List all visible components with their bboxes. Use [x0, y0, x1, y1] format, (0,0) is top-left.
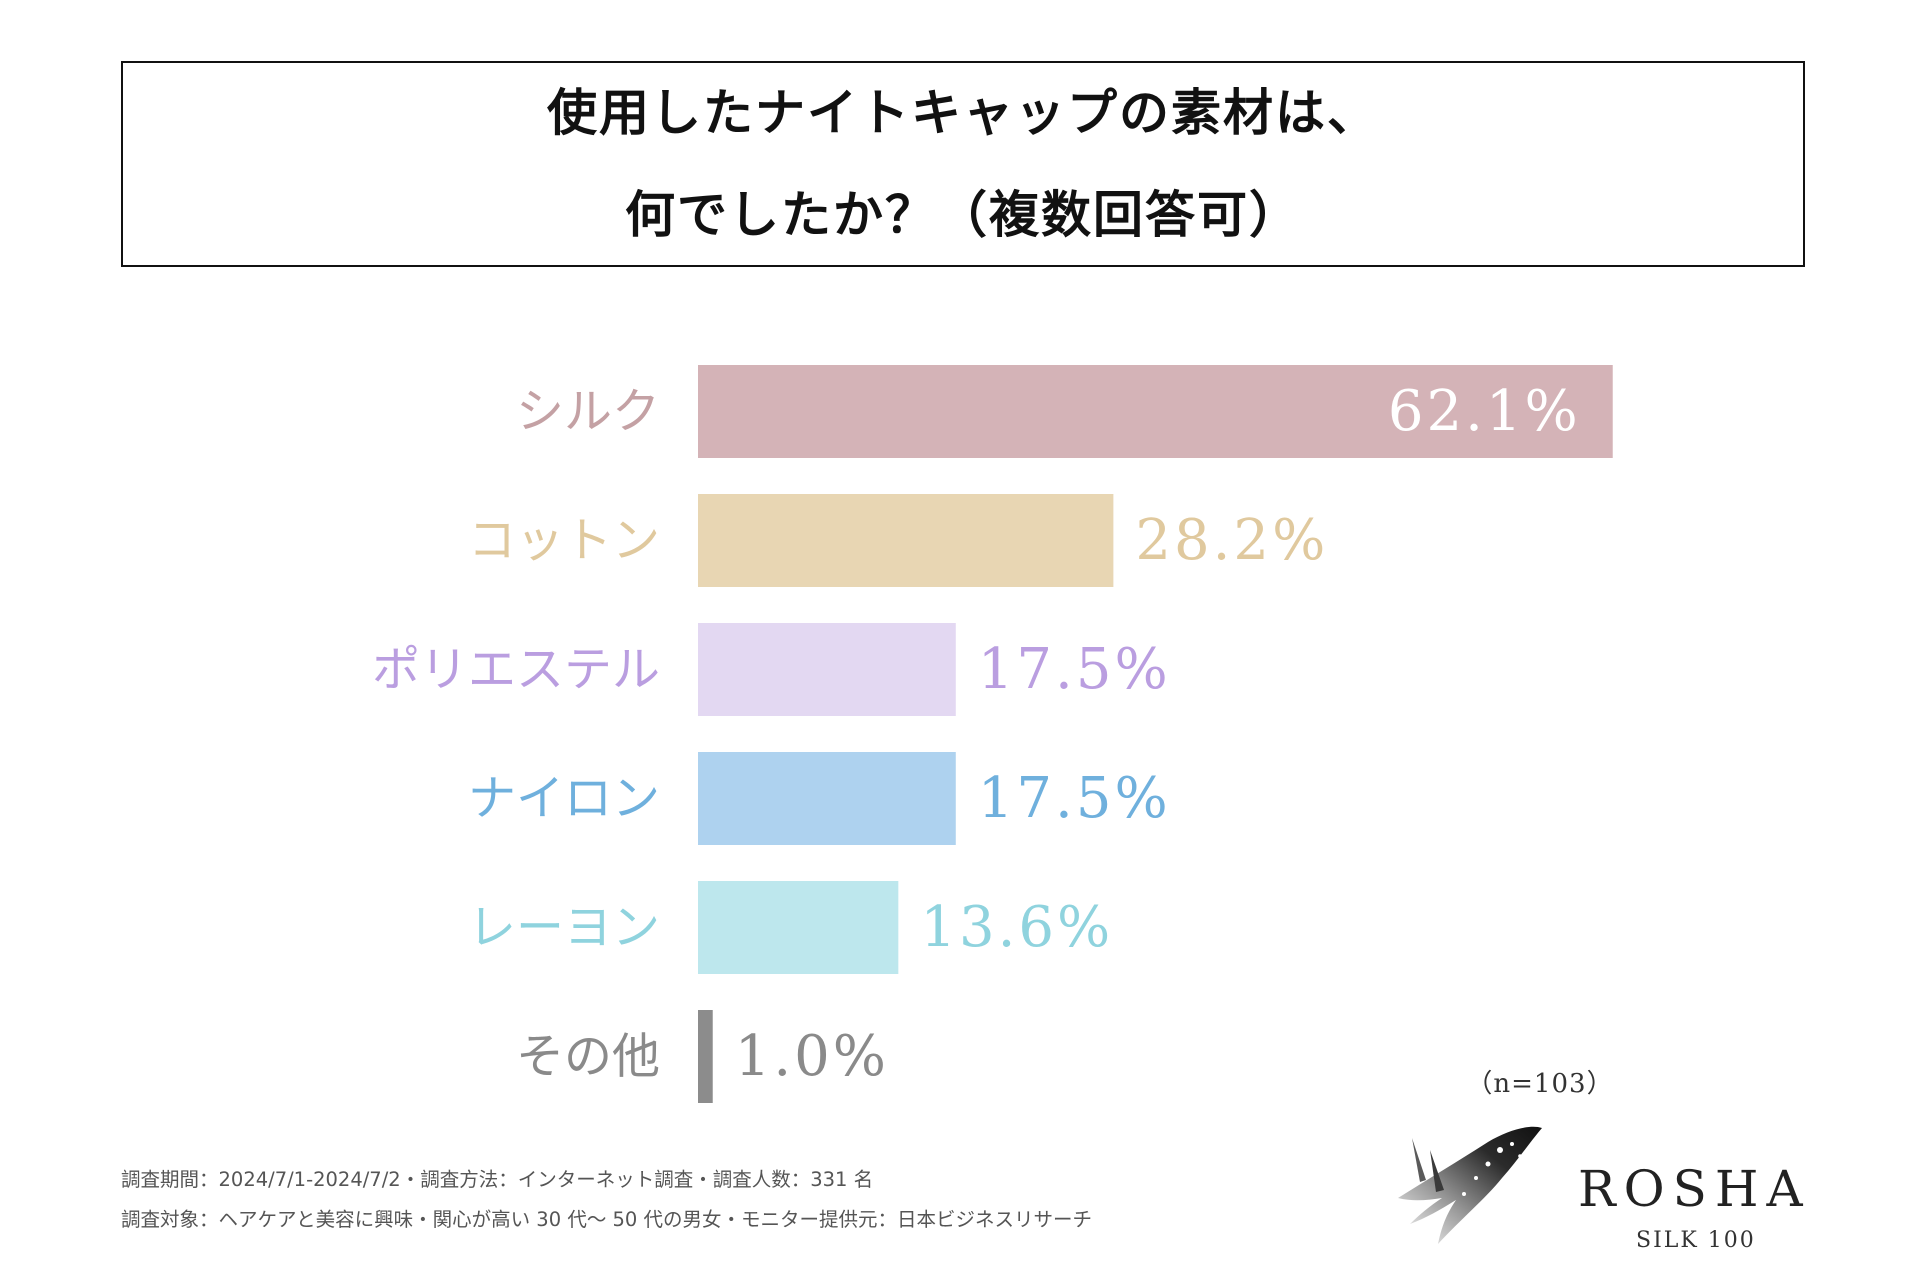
bar-2: [698, 494, 1114, 587]
value-label-5: 13.6%: [920, 895, 1113, 960]
bar-5: [698, 881, 899, 974]
value-label-2: 28.2%: [1135, 508, 1328, 573]
category-label-6: その他: [516, 1029, 660, 1085]
bar-4: [698, 752, 956, 845]
sample-size-label: （n=103）: [1466, 1069, 1614, 1099]
chart-title-line-1: 使用したナイトキャップの素材は、: [547, 84, 1379, 142]
category-label-5: レーヨン: [468, 900, 660, 956]
category-label-2: コットン: [468, 513, 660, 569]
chart-title-line-2: 何でしたか？（複数回答可）: [625, 186, 1301, 244]
title-box: 使用したナイトキャップの素材は、 何でしたか？（複数回答可）: [121, 61, 1805, 267]
logo-subtitle: SILK 100: [1636, 1228, 1756, 1253]
bar-1: [698, 365, 1613, 458]
bar-6: [698, 1010, 713, 1103]
survey-footnotes: 調査期間：2024/7/1-2024/7/2・調査方法：インターネット調査・調査…: [121, 1160, 1092, 1240]
logo-name: ROSHA: [1578, 1160, 1811, 1218]
brand-logo: ROSHA SILK 100: [1390, 1120, 1810, 1260]
category-label-3: ポリエステル: [372, 642, 660, 698]
footnote-line-2: 調査対象：ヘアケアと美容に興味・関心が高い 30 代～ 50 代の男女・モニター…: [121, 1208, 1093, 1231]
category-label-4: ナイロン: [468, 771, 660, 827]
value-label-6: 1.0%: [735, 1024, 889, 1089]
bar-3: [698, 623, 956, 716]
value-label-3: 17.5%: [978, 637, 1171, 702]
silk-wing-logo-icon: [1398, 1126, 1542, 1244]
category-label-1: シルク: [516, 384, 660, 440]
value-label-1: 62.1%: [1388, 379, 1581, 444]
value-label-4: 17.5%: [978, 766, 1171, 831]
footnote-line-1: 調査期間：2024/7/1-2024/7/2・調査方法：インターネット調査・調査…: [121, 1168, 874, 1191]
